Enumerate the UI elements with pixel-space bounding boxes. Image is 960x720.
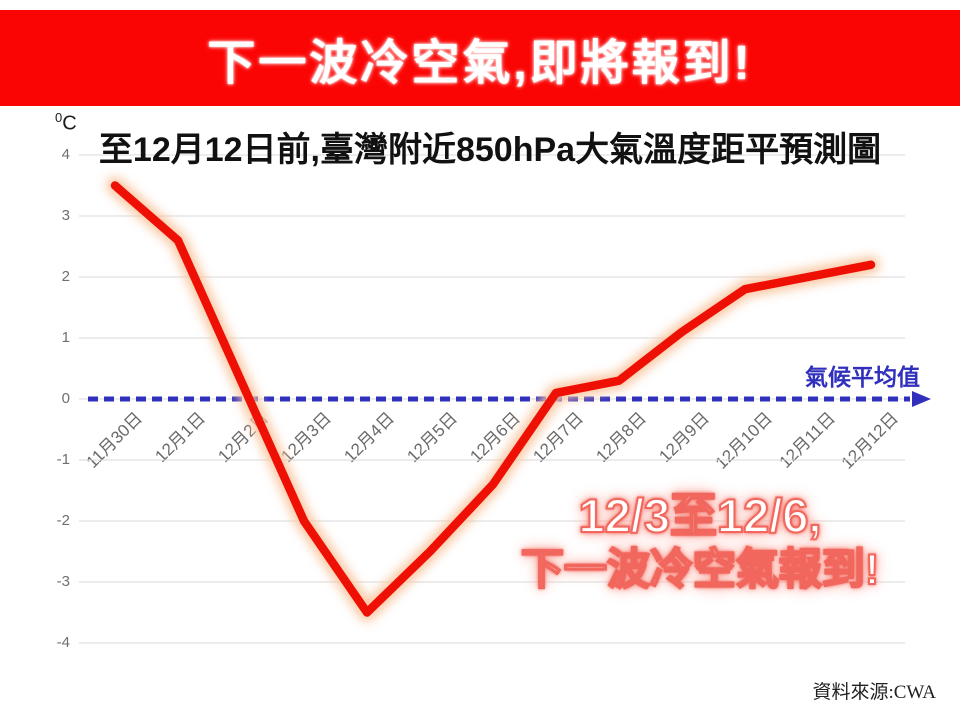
x-tick-label: 12月1日	[151, 408, 209, 467]
x-tick-label: 12月11日	[775, 408, 839, 472]
x-tick-label: 12月12日	[837, 408, 902, 473]
annotation-line1: 12/3至12/6,	[577, 488, 822, 543]
y-axis-unit-superscript: 0	[55, 110, 63, 125]
data-source-credit: 資料來源:CWA	[812, 682, 936, 703]
x-tick-label: 12月3日	[277, 408, 335, 467]
x-tick-label: 12月5日	[403, 408, 461, 467]
x-tick-label: 12月7日	[529, 408, 587, 467]
y-tick-label: -1	[56, 451, 70, 468]
y-tick-label: 0	[61, 390, 70, 407]
top-banner: 下一波冷空氣,即將報到!	[0, 10, 960, 106]
x-tick-label: 12月8日	[592, 408, 650, 467]
y-axis-unit-letter: C	[62, 112, 77, 135]
x-tick-label: 12月4日	[340, 408, 398, 467]
annotation-line2: 下一波冷空氣報到!	[520, 545, 880, 595]
y-tick-label: 3	[61, 207, 70, 224]
y-tick-label: 1	[61, 329, 70, 346]
y-axis-unit-label: 0C	[55, 110, 77, 136]
y-tick-label: -3	[56, 573, 70, 590]
x-tick-label: 12月10日	[711, 408, 776, 473]
y-tick-label: 2	[61, 268, 70, 285]
x-tick-label: 12月6日	[466, 408, 524, 467]
banner-headline: 下一波冷空氣,即將報到!	[207, 37, 753, 90]
chart-title: 至12月12日前,臺灣附近850hPa大氣溫度距平預測圖	[98, 131, 882, 169]
y-tick-label: 4	[61, 146, 70, 163]
climate-average-label: 氣候平均值	[805, 364, 920, 390]
x-tick-label: 11月30日	[82, 408, 146, 472]
y-tick-label: -2	[56, 512, 70, 529]
cold-air-annotation: 12/3至12/6, 下一波冷空氣報到!	[470, 487, 930, 597]
x-tick-label: 12月9日	[655, 408, 713, 467]
y-tick-label: -4	[56, 634, 70, 651]
x-tick-label: 12月2日	[214, 408, 272, 467]
